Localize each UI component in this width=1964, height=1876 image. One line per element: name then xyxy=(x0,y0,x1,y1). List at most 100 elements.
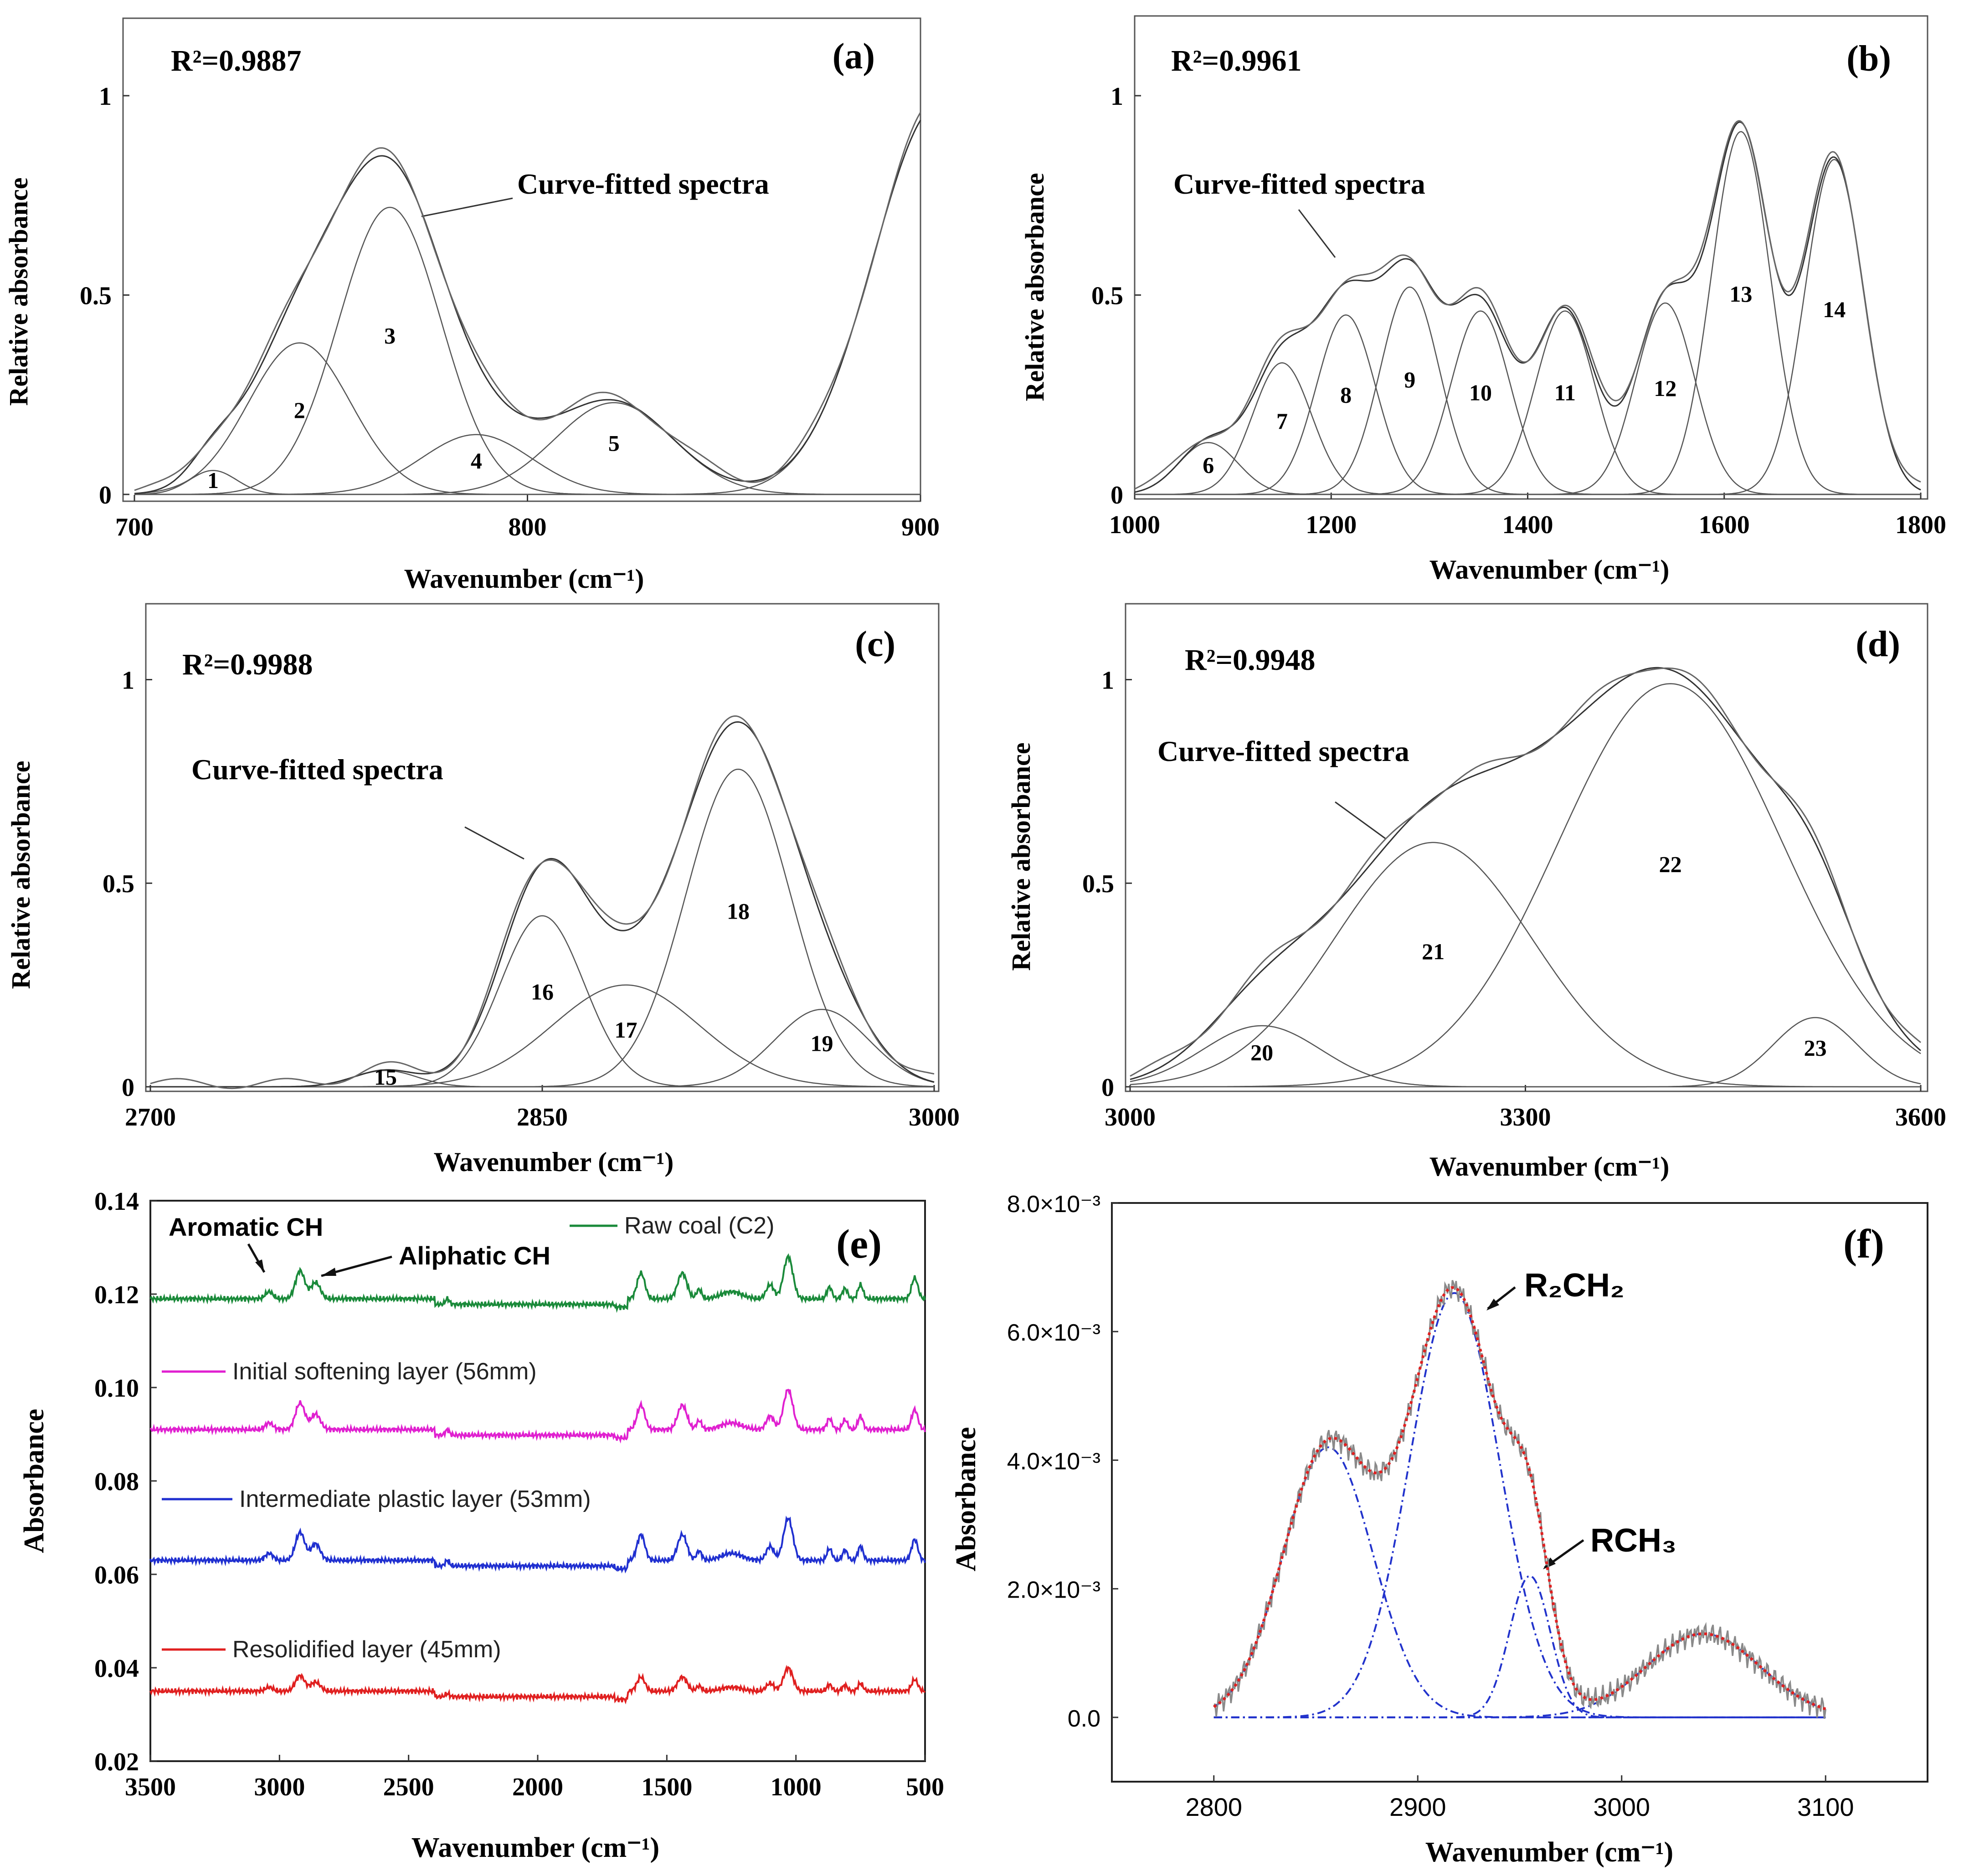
y-tick-label: 6.0×10⁻³ xyxy=(1007,1320,1100,1346)
x-tick-label: 1800 xyxy=(1895,511,1946,539)
panel-label: (f) xyxy=(1843,1222,1884,1267)
aromatic-ch-annotation: Aromatic CH xyxy=(169,1213,323,1241)
raw-spectrum-line xyxy=(150,715,935,1090)
y-tick-label: 1 xyxy=(99,82,112,111)
peak-label: 19 xyxy=(810,1031,833,1056)
raw-spectrum-line xyxy=(1134,120,1921,490)
x-axis-label: Wavenumber (cm⁻¹) xyxy=(1429,555,1670,585)
aliphatic-ch-annotation: Aliphatic CH xyxy=(399,1241,550,1270)
curve-fitted-annotation: Curve-fitted spectra xyxy=(1173,168,1425,200)
x-tick-label: 2700 xyxy=(125,1103,176,1131)
curve-fitted-annotation: Curve-fitted spectra xyxy=(517,168,769,200)
r2ch2-annotation: R₂CH₂ xyxy=(1524,1267,1625,1304)
peak-label: 11 xyxy=(1554,380,1576,406)
component-peak xyxy=(1213,1575,1826,1718)
annotation-leader xyxy=(421,197,513,217)
x-tick-label: 2900 xyxy=(1389,1793,1446,1821)
x-tick-label: 2500 xyxy=(383,1773,434,1801)
component-peak xyxy=(134,120,921,495)
x-tick-label: 3100 xyxy=(1797,1793,1854,1821)
r2-label: R²=0.9948 xyxy=(1185,643,1316,677)
series-line-0 xyxy=(149,1253,926,1313)
annotation-leader xyxy=(464,826,524,860)
r2ch2-arrowhead xyxy=(1486,1299,1499,1311)
y-tick-label: 0.08 xyxy=(94,1468,139,1496)
y-axis-label: Relative absorbance xyxy=(1006,743,1036,971)
panel-label: (c) xyxy=(855,624,895,664)
x-axis-label: Wavenumber (cm⁻¹) xyxy=(434,1147,674,1177)
x-tick-label: 2850 xyxy=(517,1103,568,1131)
peak-label: 1 xyxy=(207,468,219,493)
x-tick-label: 800 xyxy=(509,513,547,541)
x-tick-label: 3000 xyxy=(254,1773,305,1801)
plot-frame xyxy=(1134,15,1928,500)
x-tick-label: 700 xyxy=(115,513,154,541)
panel-label: (b) xyxy=(1846,39,1891,79)
x-tick-label: 500 xyxy=(906,1773,944,1801)
peak-label: 18 xyxy=(727,899,750,924)
y-tick-label: 0.02 xyxy=(94,1748,139,1776)
peak-label: 3 xyxy=(384,323,396,349)
r2-label: R²=0.9961 xyxy=(1171,44,1302,77)
raw-spectrum-line xyxy=(134,112,921,491)
peak-label: 9 xyxy=(1404,367,1415,392)
y-tick-label: 0 xyxy=(1101,1074,1114,1102)
y-tick-label: 0.5 xyxy=(1091,282,1123,310)
panel-f: (f) Wavenumber (cm⁻¹) Absorbance R₂CH₂ R… xyxy=(951,1191,1928,1868)
peak-label: 10 xyxy=(1469,380,1492,406)
x-tick-label: 2800 xyxy=(1185,1793,1242,1821)
x-tick-label: 1000 xyxy=(771,1773,822,1801)
x-axis-label: Wavenumber (cm⁻¹) xyxy=(1429,1151,1670,1182)
series-line-1 xyxy=(149,1388,926,1444)
y-tick-label: 0.14 xyxy=(94,1187,139,1216)
plot-frame xyxy=(122,17,921,502)
component-peak xyxy=(1135,159,1921,495)
x-tick-label: 3600 xyxy=(1895,1103,1946,1131)
peak-label: 7 xyxy=(1276,408,1288,434)
peak-label: 5 xyxy=(608,430,620,456)
peak-label: 2 xyxy=(294,397,305,423)
y-axis-label: Relative absorbance xyxy=(4,178,33,406)
x-axis-label: Wavenumber (cm⁻¹) xyxy=(1425,1837,1673,1868)
raw-spectrum-line xyxy=(1130,667,1921,1077)
y-tick-label: 1 xyxy=(1101,666,1114,694)
peak-label: 15 xyxy=(374,1064,397,1090)
y-axis-label: Relative absorbance xyxy=(1020,173,1049,401)
y-tick-label: 0.5 xyxy=(80,282,112,310)
x-tick-label: 3000 xyxy=(909,1103,960,1131)
panel-b: R²=0.9961 (b) Curve-fitted spectra Waven… xyxy=(1020,15,1946,585)
y-tick-label: 0 xyxy=(99,481,112,509)
y-tick-label: 0.5 xyxy=(1082,870,1114,898)
y-tick-label: 0.10 xyxy=(94,1374,139,1403)
fitted-envelope-line xyxy=(1213,1286,1826,1711)
panel-c: R²=0.9988 (c) Curve-fitted spectra Waven… xyxy=(6,603,960,1177)
annotation-leader xyxy=(1335,801,1386,839)
y-tick-label: 1 xyxy=(1111,82,1123,111)
panel-e: (e) Aromatic CH Aliphatic CH Wavenumber … xyxy=(19,1187,944,1863)
peak-label: 23 xyxy=(1804,1035,1827,1060)
legend-initial-softening: Initial softening layer (56mm) xyxy=(232,1358,537,1385)
peak-label: 17 xyxy=(614,1017,637,1043)
peak-label: 4 xyxy=(471,448,482,473)
peak-label: 6 xyxy=(1203,452,1214,478)
peak-label: 22 xyxy=(1659,851,1682,877)
x-tick-label: 1000 xyxy=(1109,511,1160,539)
peak-label: 14 xyxy=(1823,297,1846,322)
series-line-2 xyxy=(149,1515,926,1574)
panel-label: (a) xyxy=(833,36,875,77)
panel-a: R²=0.9887 (a) Curve-fitted spectra Waven… xyxy=(4,17,940,594)
plot-frame xyxy=(1125,603,1928,1092)
component-peak xyxy=(1213,1292,1826,1718)
x-tick-label: 900 xyxy=(901,513,940,541)
x-tick-label: 3000 xyxy=(1105,1103,1156,1131)
peak-label: 8 xyxy=(1340,382,1352,407)
panel-label: (e) xyxy=(836,1222,882,1267)
peak-label: 20 xyxy=(1250,1039,1273,1065)
x-tick-label: 3300 xyxy=(1500,1103,1551,1131)
y-axis-label: Absorbance xyxy=(19,1409,50,1553)
x-axis-label: Wavenumber (cm⁻¹) xyxy=(411,1832,659,1863)
rch3-arrowhead xyxy=(1543,1557,1556,1569)
x-tick-label: 1600 xyxy=(1699,511,1750,539)
x-tick-label: 1200 xyxy=(1306,511,1357,539)
rch3-annotation: RCH₃ xyxy=(1590,1522,1676,1559)
